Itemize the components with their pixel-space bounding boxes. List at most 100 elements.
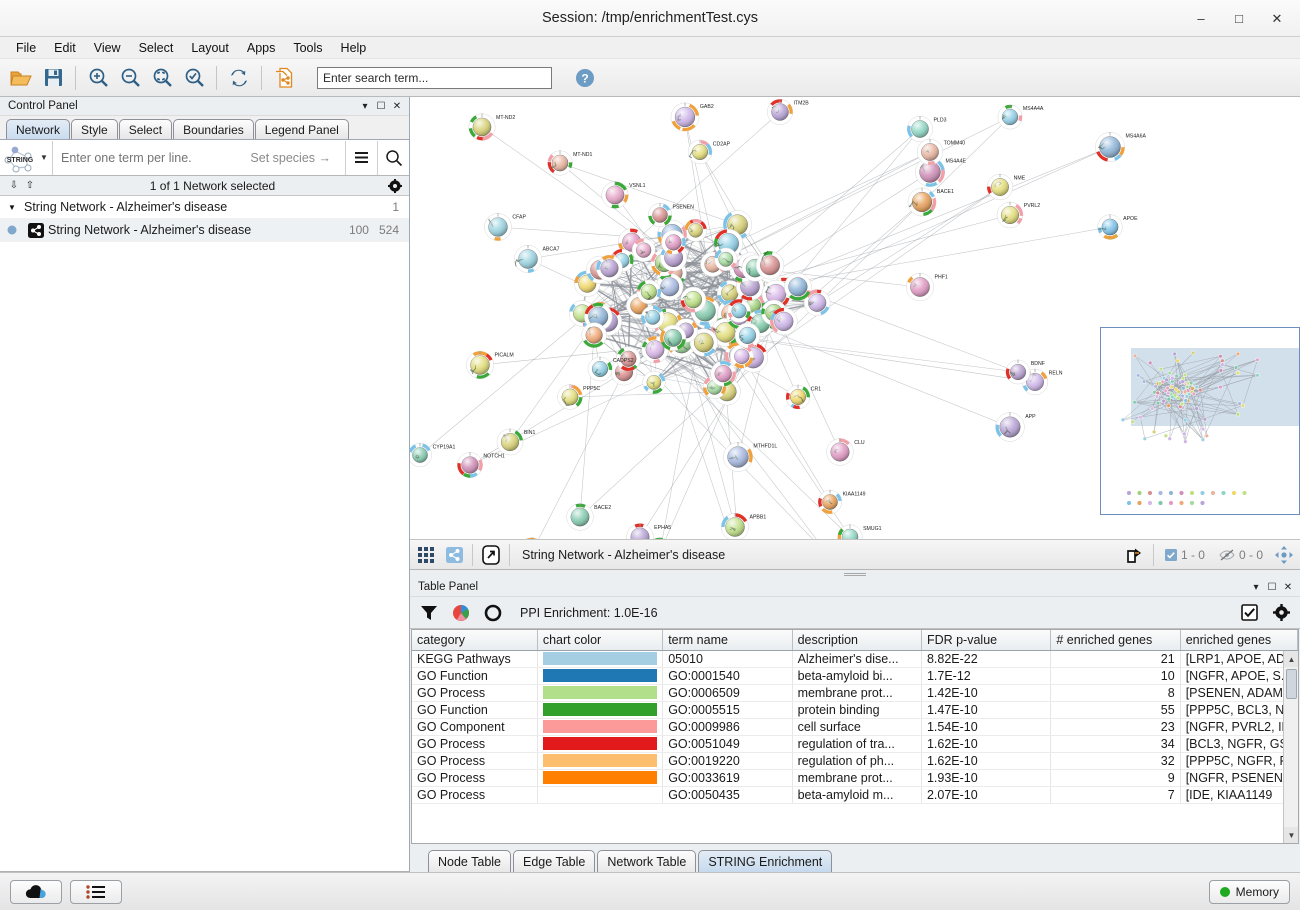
col-category[interactable]: category [412,630,537,650]
enrichment-table-wrapper[interactable]: category chart color term name descripti… [411,629,1299,844]
network-node[interactable] [656,273,683,300]
chevron-down-icon[interactable]: ▾ [1248,579,1264,595]
col-term-name[interactable]: term name [663,630,792,650]
save-icon[interactable] [38,63,68,93]
network-node[interactable] [457,452,482,477]
network-node[interactable] [641,306,664,329]
network-node[interactable] [643,371,666,394]
tab-string-enrichment[interactable]: STRING Enrichment [698,850,832,872]
network-node[interactable] [767,99,792,124]
scrollbar-thumb[interactable] [1286,669,1297,699]
network-tree-child-row[interactable]: String Network - Alzheimer's disease 100… [0,219,409,242]
network-node[interactable] [723,442,752,471]
col-description[interactable]: description [792,630,921,650]
network-node[interactable] [906,273,934,301]
refresh-icon[interactable] [224,63,254,93]
network-node[interactable] [827,439,854,466]
network-node[interactable] [567,504,594,531]
tab-select[interactable]: Select [119,119,172,139]
menu-edit[interactable]: Edit [45,39,85,57]
network-node[interactable] [997,202,1023,228]
string-options-icon[interactable] [345,141,377,175]
network-node[interactable] [907,116,932,141]
string-dropdown-caret-icon[interactable]: ▼ [40,153,52,162]
collapse-all-icon[interactable]: ⇩ [6,178,22,194]
panel-splitter[interactable] [410,570,1300,578]
network-node[interactable] [671,103,699,131]
network-node[interactable] [602,182,629,209]
gear-icon[interactable] [1270,601,1292,625]
col-chart-color[interactable]: chart color [537,630,662,650]
menu-apps[interactable]: Apps [238,39,285,57]
col-fdr-pvalue[interactable]: FDR p-value [921,630,1050,650]
close-panel-icon[interactable]: ✕ [1280,579,1296,595]
tab-edge-table[interactable]: Edge Table [513,850,595,872]
network-node[interactable] [681,287,706,312]
network-node[interactable] [514,245,541,272]
maximize-icon[interactable]: □ [1220,4,1258,34]
network-node[interactable] [484,213,511,240]
network-node[interactable] [756,251,784,279]
network-node[interactable] [497,429,523,455]
network-node[interactable] [996,413,1025,442]
set-species-link[interactable]: Set species → [250,151,345,165]
network-node[interactable] [469,114,495,140]
menu-select[interactable]: Select [130,39,183,57]
network-node[interactable] [637,280,661,304]
network-node[interactable] [770,308,797,335]
string-logo-icon[interactable]: STRING [0,141,40,175]
zoom-fit-icon[interactable] [147,63,177,93]
detach-view-icon[interactable] [477,542,505,568]
network-thumbnail-icon[interactable] [440,542,468,568]
network-node[interactable] [466,351,493,378]
close-icon[interactable]: ✕ [1258,4,1296,34]
network-node[interactable] [786,385,810,409]
memory-status-button[interactable]: Memory [1209,880,1290,904]
chevron-down-icon[interactable]: ▾ [357,98,373,114]
menu-tools[interactable]: Tools [284,39,331,57]
network-node[interactable] [582,323,607,348]
help-icon[interactable]: ? [570,63,600,93]
network-overview-panel[interactable] [1100,327,1300,515]
expand-all-icon[interactable]: ⇧ [22,178,38,194]
network-node[interactable] [1095,132,1124,161]
network-tree-root-row[interactable]: ▼ String Network - Alzheimer's disease 1 [0,196,409,219]
list-icon[interactable] [70,880,122,904]
network-node[interactable] [784,273,811,300]
network-node[interactable] [548,151,573,176]
menu-view[interactable]: View [85,39,130,57]
network-node[interactable] [660,325,686,351]
network-node[interactable] [987,174,1013,200]
float-panel-icon[interactable]: ☐ [373,98,389,114]
network-node[interactable] [1098,215,1123,240]
col-enriched-count[interactable]: # enriched genes [1051,630,1180,650]
pie-chart-icon[interactable] [450,601,472,625]
string-search-icon[interactable] [377,141,409,175]
network-settings-gear-icon[interactable] [387,178,403,194]
network-node[interactable] [648,203,671,226]
network-node[interactable] [730,345,753,368]
donut-chart-icon[interactable] [482,601,504,625]
checkbox-icon[interactable] [1238,601,1260,625]
network-node[interactable] [908,188,936,216]
scroll-down-arrow-icon[interactable]: ▼ [1284,827,1299,843]
network-node[interactable] [410,443,432,467]
tab-style[interactable]: Style [71,119,118,139]
tab-network-table[interactable]: Network Table [597,850,696,872]
export-image-icon[interactable] [1121,542,1149,568]
expand-triangle-icon[interactable]: ▼ [0,203,24,212]
menu-layout[interactable]: Layout [182,39,238,57]
tab-boundaries[interactable]: Boundaries [173,119,254,139]
menu-help[interactable]: Help [332,39,376,57]
export-network-icon[interactable] [269,63,299,93]
zoom-selected-icon[interactable] [179,63,209,93]
network-node[interactable] [735,323,760,348]
